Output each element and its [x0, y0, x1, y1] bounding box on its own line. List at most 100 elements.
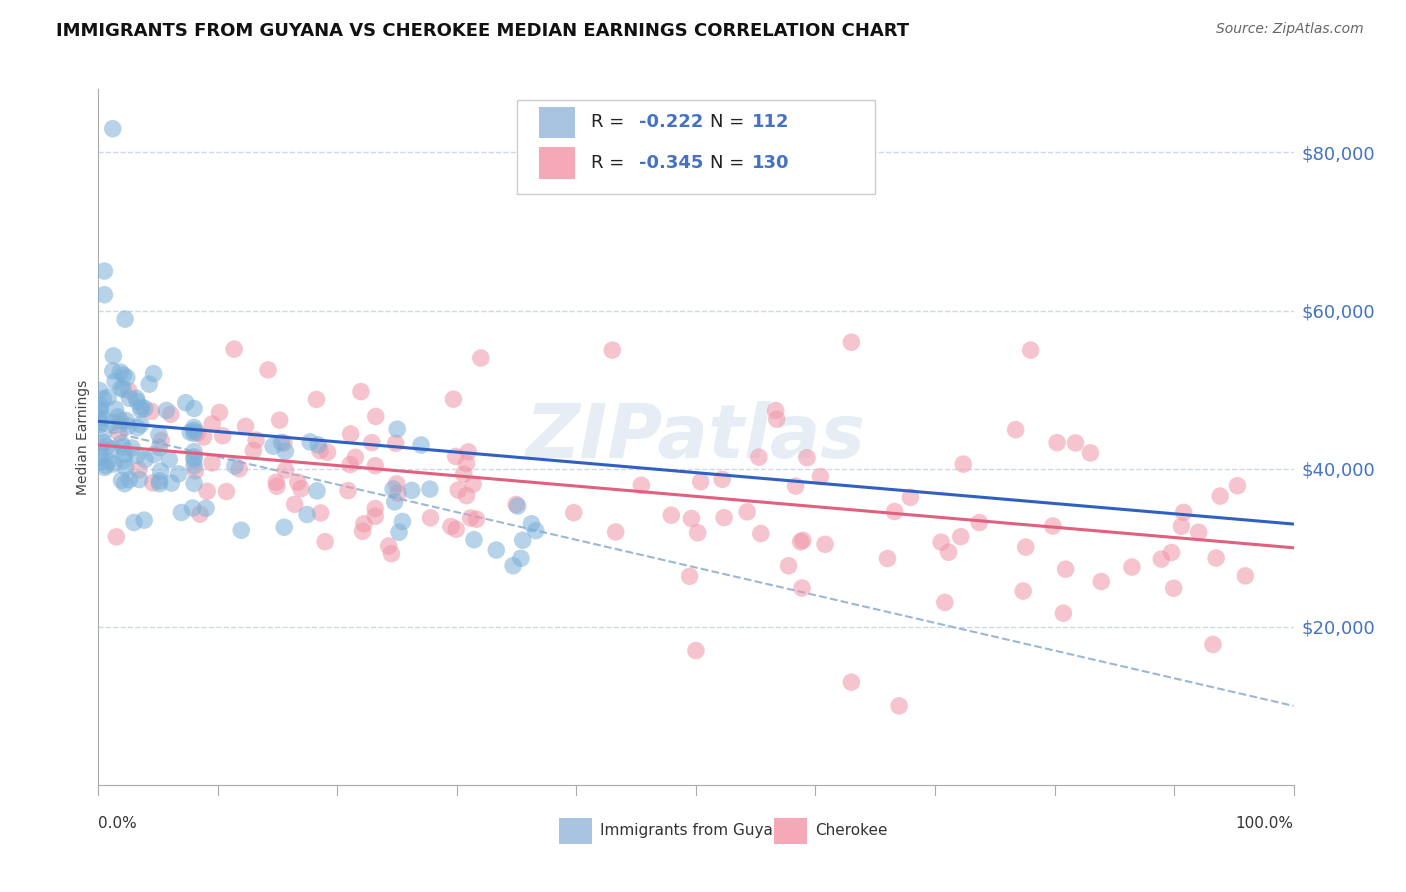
Point [195, 501, 218, 516]
Point [385, 476, 408, 491]
Point [339, 458, 361, 472]
Point [659, 508, 682, 523]
Point [377, 539, 399, 553]
Point [401, 483, 423, 498]
Point [883, 504, 905, 518]
Point [938, 545, 960, 559]
Point [1012, 584, 1035, 599]
Point [155, 403, 177, 417]
Point [384, 436, 406, 450]
Point [952, 457, 974, 471]
Point [441, 392, 464, 406]
Point [457, 445, 479, 459]
Point [93, 392, 115, 406]
Point [110, 365, 132, 379]
Point [211, 429, 233, 443]
Point [524, 524, 547, 538]
Point [181, 501, 204, 516]
Point [131, 401, 153, 415]
FancyBboxPatch shape [540, 106, 575, 138]
Point [792, 533, 814, 548]
Point [142, 448, 165, 462]
Text: 112: 112 [752, 113, 790, 131]
Point [93, 435, 115, 450]
Point [889, 698, 911, 713]
Point [461, 477, 484, 491]
Point [118, 473, 141, 487]
Point [463, 533, 485, 547]
Point [183, 426, 205, 441]
Point [93, 425, 115, 439]
Point [1209, 489, 1232, 503]
Point [305, 392, 328, 407]
Point [105, 530, 128, 544]
FancyBboxPatch shape [517, 100, 875, 194]
Point [273, 436, 295, 450]
Point [270, 435, 292, 450]
Point [411, 438, 433, 452]
Point [183, 452, 205, 467]
Point [103, 457, 125, 471]
Point [138, 377, 160, 392]
Point [391, 515, 413, 529]
Point [104, 374, 127, 388]
Point [97, 454, 120, 468]
Point [257, 363, 280, 377]
Point [110, 414, 132, 428]
Text: 100.0%: 100.0% [1236, 816, 1294, 831]
Point [969, 516, 991, 530]
Point [127, 421, 149, 435]
Point [796, 450, 818, 465]
Text: N =: N = [710, 113, 751, 131]
Point [97, 390, 120, 404]
Point [440, 519, 463, 533]
Point [101, 121, 124, 136]
Point [134, 401, 156, 416]
Point [364, 409, 387, 424]
Point [309, 443, 332, 458]
Point [1042, 519, 1064, 533]
Point [122, 516, 145, 530]
Point [179, 425, 201, 440]
Point [183, 450, 205, 464]
Point [90, 441, 112, 455]
Point [1121, 560, 1143, 574]
Point [785, 479, 807, 493]
Point [118, 384, 141, 398]
Point [91, 410, 114, 425]
Point [1004, 423, 1026, 437]
Point [112, 382, 135, 396]
Point [384, 495, 406, 509]
Point [344, 450, 367, 465]
Point [506, 499, 529, 513]
Point [934, 595, 956, 609]
Point [242, 443, 264, 458]
Point [337, 483, 360, 498]
Point [231, 523, 253, 537]
Text: -0.345: -0.345 [638, 154, 703, 172]
Point [735, 505, 758, 519]
Point [485, 543, 508, 558]
Point [127, 394, 149, 409]
Point [711, 472, 734, 486]
Point [159, 407, 181, 421]
Point [103, 349, 125, 363]
Text: IMMIGRANTS FROM GUYANA VS CHEROKEE MEDIAN EARNINGS CORRELATION CHART: IMMIGRANTS FROM GUYANA VS CHEROKEE MEDIA… [56, 22, 910, 40]
Point [93, 287, 115, 301]
Point [456, 457, 478, 471]
Point [195, 484, 218, 499]
Point [110, 381, 132, 395]
Point [174, 395, 197, 409]
FancyBboxPatch shape [540, 147, 575, 178]
Point [150, 434, 173, 448]
Point [382, 482, 405, 496]
Point [269, 413, 291, 427]
Point [228, 462, 250, 476]
Point [89, 403, 111, 417]
Point [605, 524, 627, 539]
Text: -0.222: -0.222 [638, 113, 703, 131]
Point [419, 511, 441, 525]
Text: ZIPatlas: ZIPatlas [526, 401, 866, 474]
Point [510, 551, 533, 566]
Point [108, 417, 131, 432]
